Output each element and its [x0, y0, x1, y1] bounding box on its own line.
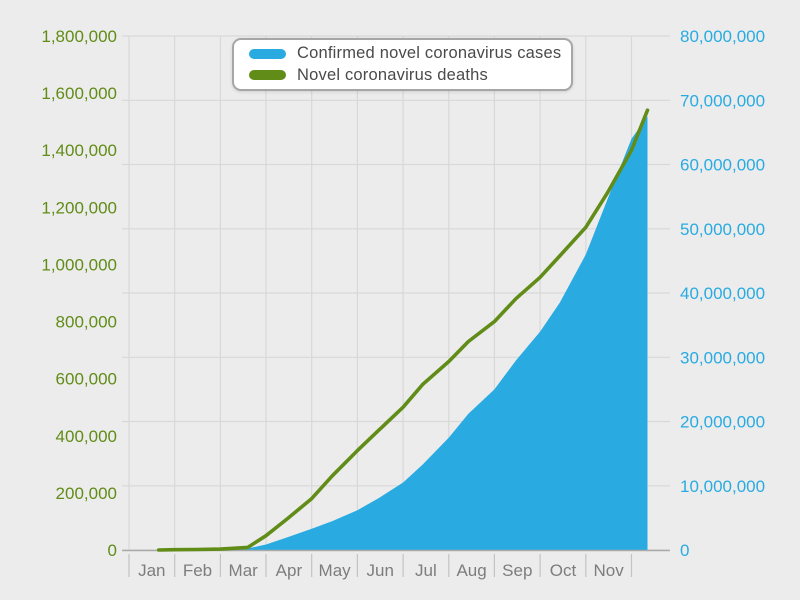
x-axis-month-label: Jan — [138, 561, 165, 580]
legend: Confirmed novel coronavirus cases Novel … — [232, 38, 573, 91]
x-axis-month-label: Jun — [366, 561, 393, 580]
x-axis-month-label: Nov — [593, 561, 624, 580]
left-axis-tick-label: 1,000,000 — [41, 255, 117, 274]
legend-label-cases: Confirmed novel coronavirus cases — [297, 44, 562, 63]
right-axis-tick-label: 50,000,000 — [680, 220, 765, 239]
cases-swatch-icon — [249, 48, 286, 59]
x-axis-month-label: Jul — [415, 561, 437, 580]
legend-item-cases: Confirmed novel coronavirus cases — [234, 44, 571, 63]
left-axis-tick-label: 1,600,000 — [41, 84, 117, 103]
right-axis-tick-label: 10,000,000 — [680, 477, 765, 496]
cases-area-series — [158, 116, 648, 551]
x-axis-month-label: Apr — [276, 561, 303, 580]
left-axis-tick-label: 1,400,000 — [41, 141, 117, 160]
left-axis-tick-label: 800,000 — [56, 313, 117, 332]
x-axis-month-label: Feb — [183, 561, 212, 580]
left-axis-tick-label: 1,800,000 — [41, 27, 117, 46]
x-axis-month-label: Aug — [456, 561, 486, 580]
x-axis-month-label: Mar — [229, 561, 259, 580]
x-axis-month-label: Sep — [502, 561, 532, 580]
deaths-line-series — [156, 108, 650, 552]
left-axis-tick-label: 400,000 — [56, 427, 117, 446]
legend-label-deaths: Novel coronavirus deaths — [297, 65, 488, 84]
right-axis-tick-label: 60,000,000 — [680, 156, 765, 175]
right-axis-tick-label: 30,000,000 — [680, 348, 765, 367]
right-axis-tick-label: 70,000,000 — [680, 91, 765, 110]
left-axis-tick-label: 1,200,000 — [41, 198, 117, 217]
deaths-swatch-icon — [249, 70, 286, 81]
left-axis-tick-label: 200,000 — [56, 484, 117, 503]
left-axis-tick-label: 600,000 — [56, 370, 117, 389]
right-axis-tick-label: 0 — [680, 541, 689, 560]
right-axis-tick-label: 20,000,000 — [680, 413, 765, 432]
legend-item-deaths: Novel coronavirus deaths — [234, 66, 571, 85]
left-axis-tick-label: 0 — [108, 541, 117, 560]
x-axis-month-label: Oct — [550, 561, 577, 580]
right-axis-tick-label: 80,000,000 — [680, 27, 765, 46]
right-axis-tick-label: 40,000,000 — [680, 284, 765, 303]
x-axis-month-label: May — [319, 561, 352, 580]
